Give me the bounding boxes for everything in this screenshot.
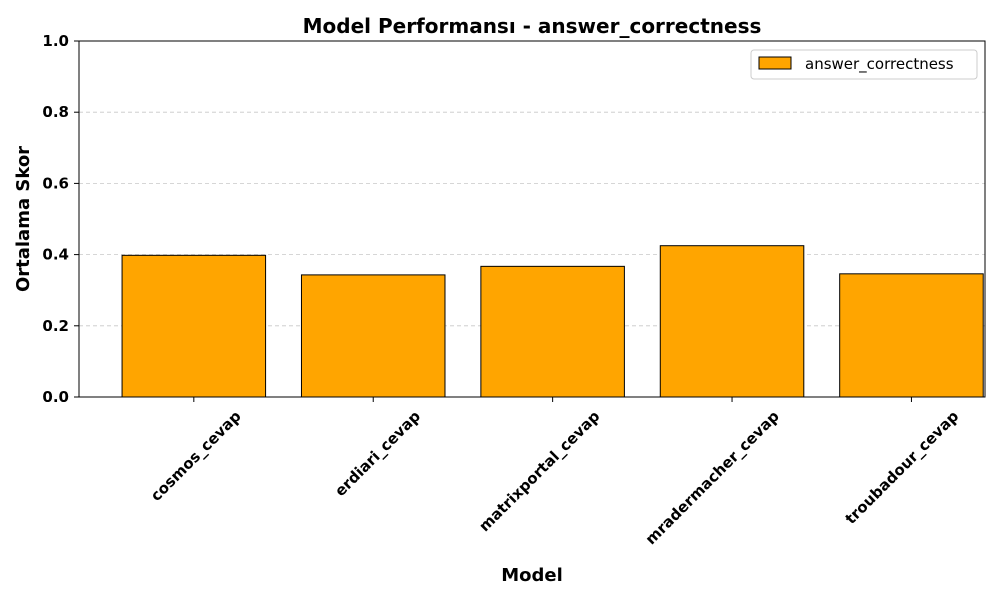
x-tick-label: matrixportal_cevap xyxy=(475,407,603,535)
y-tick-label: 0.2 xyxy=(42,317,69,335)
bar-troubadour_cevap xyxy=(839,273,984,398)
x-axis: cosmos_cevap erdiari_cevap matrixportal_ce… xyxy=(147,397,963,548)
x-tick-label: cosmos_cevap xyxy=(147,407,245,505)
x-tick-label: erdiari_cevap xyxy=(331,407,424,500)
bar-matrixportal_cevap xyxy=(480,265,625,398)
plot-frame xyxy=(78,40,986,398)
bar-mradermacher_cevap xyxy=(659,245,805,398)
y-axis-label: Ortalama Skor xyxy=(13,146,34,292)
bar-erdiari_cevap xyxy=(300,274,446,398)
y-axis: 0.0 0.2 0.4 0.6 0.8 1.0 xyxy=(42,32,79,406)
y-tick-label: 0.8 xyxy=(42,103,69,121)
x-axis-label: Model xyxy=(501,565,563,586)
bar-cosmos_cevap xyxy=(121,254,267,398)
legend-label: answer_correctness xyxy=(805,55,954,74)
legend-box xyxy=(750,49,978,80)
legend-swatch xyxy=(758,56,792,70)
y-tick-label: 0.4 xyxy=(42,246,69,264)
y-tick-label: 1.0 xyxy=(42,32,69,50)
legend: answer_correctness xyxy=(750,49,978,80)
chart-title: Model Performansı - answer_correctness xyxy=(303,14,762,38)
x-tick-label: troubadour_cevap xyxy=(842,407,963,528)
bars xyxy=(121,245,984,398)
y-tick-label: 0.6 xyxy=(42,174,69,192)
y-tick-label: 0.0 xyxy=(42,388,69,406)
x-tick-label: mradermacher_cevap xyxy=(642,407,783,548)
